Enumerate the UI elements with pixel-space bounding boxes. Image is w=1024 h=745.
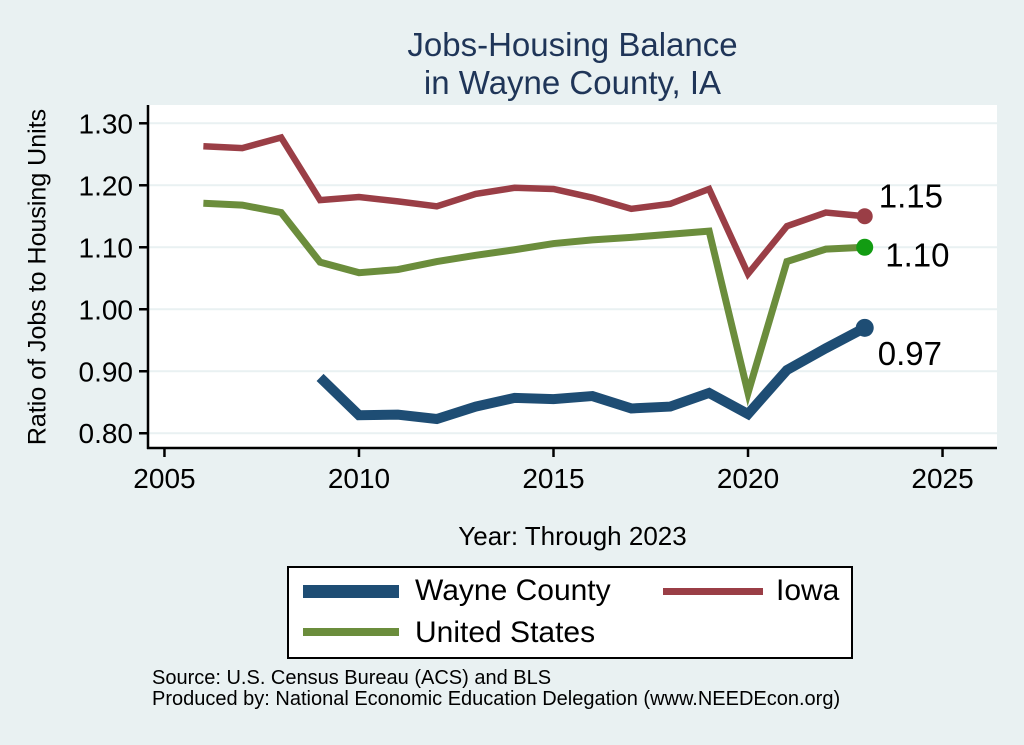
legend-swatch-iowa bbox=[663, 588, 763, 595]
chart-notes: Source: U.S. Census Bureau (ACS) and BLS… bbox=[152, 668, 840, 710]
x-axis-label: Year: Through 2023 bbox=[458, 521, 687, 551]
series-end-marker-wayne-county bbox=[855, 318, 874, 337]
legend-swatch-united-states bbox=[303, 628, 399, 636]
legend-label-united-states: United States bbox=[415, 616, 596, 649]
x-tick-label: 2005 bbox=[133, 463, 195, 494]
series-end-label-iowa: 1.15 bbox=[879, 177, 943, 214]
series-end-label-wayne-county: 0.97 bbox=[878, 335, 942, 372]
chart-title: Jobs-Housing Balance in Wayne County, IA bbox=[148, 26, 997, 102]
y-tick-label: 1.30 bbox=[79, 108, 134, 139]
series-line-wayne-county bbox=[316, 323, 868, 425]
series-end-label-united-states: 1.10 bbox=[885, 236, 949, 273]
x-tick-label: 2010 bbox=[328, 463, 390, 494]
y-tick-label: 1.10 bbox=[79, 232, 134, 263]
source-note: Source: U.S. Census Bureau (ACS) and BLS bbox=[152, 667, 552, 689]
series-line-iowa bbox=[203, 133, 866, 281]
plot-area bbox=[148, 105, 997, 448]
y-tick-label: 0.90 bbox=[79, 356, 134, 387]
x-tick-label: 2015 bbox=[522, 463, 584, 494]
chart-title-line2: in Wayne County, IA bbox=[423, 64, 722, 101]
legend-label-iowa: Iowa bbox=[776, 574, 840, 607]
legend-label-wayne-county: Wayne County bbox=[415, 574, 611, 607]
y-tick-label: 1.00 bbox=[79, 294, 134, 325]
chart-legend: Wayne County Iowa United States bbox=[287, 566, 853, 659]
x-tick-label: 2025 bbox=[911, 463, 973, 494]
legend-swatch-wayne-county bbox=[303, 585, 399, 598]
y-tick-label: 0.80 bbox=[79, 418, 134, 449]
x-tick-label: 2020 bbox=[717, 463, 779, 494]
series-line-united-states bbox=[203, 199, 865, 407]
y-tick-label: 1.20 bbox=[79, 170, 134, 201]
series-end-marker-united-states bbox=[856, 238, 874, 256]
series-end-marker-iowa bbox=[856, 208, 873, 225]
produced-by-note: Produced by: National Economic Education… bbox=[152, 688, 841, 710]
chart-title-line1: Jobs-Housing Balance bbox=[407, 26, 738, 63]
